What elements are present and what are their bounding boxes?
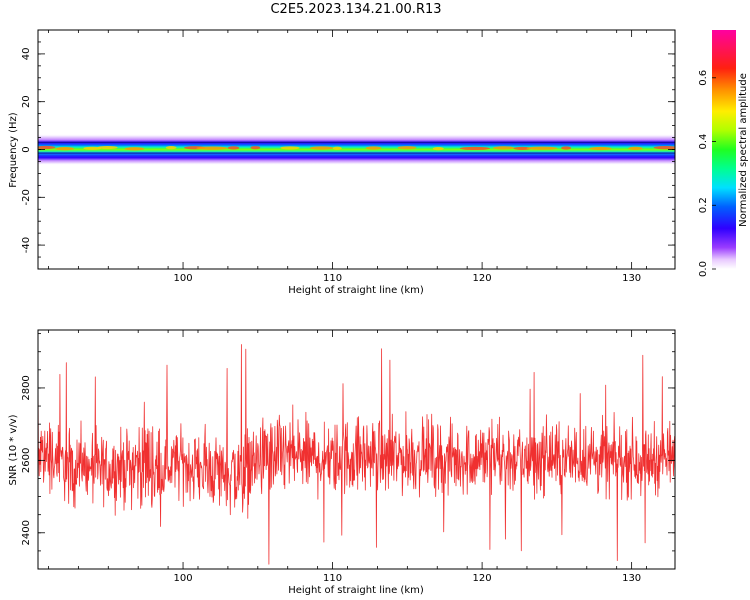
y-tick-label: 2400	[21, 520, 32, 545]
spectral-peak	[38, 145, 56, 150]
spectrogram-panel: 100 110 120 130 40 20 0 -20 -40 Height of strai…	[8, 29, 676, 296]
spectral-peak	[432, 147, 444, 151]
x-tick-label: 130	[622, 573, 641, 584]
spectral-peak	[97, 145, 118, 150]
spectral-peak	[561, 146, 572, 150]
spectral-peak	[332, 146, 342, 150]
spectrogram-y-axis-label: Frequency (Hz)	[8, 112, 19, 188]
y-tick-label: 20	[21, 95, 32, 108]
spectral-peak	[628, 146, 643, 150]
colorbar: 0.0 0.2 0.4 0.6 Normalized spectral amplitu…	[698, 30, 749, 277]
spectral-peak	[165, 145, 177, 150]
spectral-peak	[83, 146, 102, 150]
snr-x-axis-label: Height of straight line (km)	[288, 585, 424, 596]
spectral-peak	[653, 146, 675, 150]
spectral-peak	[124, 147, 145, 151]
spectral-peak	[55, 147, 75, 151]
spectral-band	[38, 133, 675, 166]
colorbar-ticks: 0.0 0.2 0.4 0.6	[698, 70, 716, 277]
snr-panel: 100 110 120 130 2400 2600 2800 Height of stra…	[8, 329, 676, 596]
snr-x-ticks: 100 110 120 130	[48, 330, 647, 584]
y-tick-label: 2800	[21, 375, 32, 400]
figure-title: C2E5.2023.134.21.00.R13	[270, 2, 442, 17]
x-tick-label: 130	[622, 273, 641, 284]
spectrogram-x-ticks: 100 110 120 130	[48, 30, 647, 284]
x-tick-label: 110	[323, 573, 342, 584]
x-tick-label: 100	[173, 273, 192, 284]
spectral-peak	[589, 146, 612, 151]
snr-y-ticks: 2400 2600 2800	[21, 333, 675, 570]
colorbar-tick-label: 0.2	[698, 197, 709, 213]
colorbar-gradient	[712, 30, 736, 269]
spectral-peak	[250, 146, 261, 150]
spectral-peak	[526, 146, 558, 150]
spectral-peak	[459, 146, 491, 151]
spectrogram-y-ticks: 40 20 0 -20 -40	[21, 29, 675, 270]
colorbar-tick-label: 0.0	[698, 261, 709, 277]
y-tick-label: -20	[21, 189, 32, 205]
snr-frame	[37, 329, 676, 570]
spectral-peak	[280, 146, 300, 150]
spectrogram-x-axis-label: Height of straight line (km)	[288, 285, 424, 296]
x-tick-label: 120	[473, 573, 492, 584]
y-tick-label: 0	[21, 146, 32, 152]
spectral-peak	[227, 146, 240, 150]
colorbar-tick-label: 0.6	[698, 70, 709, 86]
spectral-peak	[309, 146, 334, 150]
colorbar-label: Normalized spectral amplitude	[738, 73, 749, 227]
spectral-band-peaks	[38, 141, 675, 154]
y-tick-label: 40	[21, 48, 32, 61]
x-tick-label: 120	[473, 273, 492, 284]
spectral-peak	[365, 146, 382, 150]
y-tick-label: -40	[21, 237, 32, 253]
snr-series-line	[38, 344, 675, 565]
spectral-peak	[397, 146, 417, 150]
x-tick-label: 100	[173, 573, 192, 584]
x-tick-label: 110	[323, 273, 342, 284]
y-tick-label: 2600	[21, 448, 32, 473]
spectral-peak	[493, 146, 515, 150]
colorbar-tick-label: 0.4	[698, 134, 709, 150]
snr-y-axis-label: SNR (10 * v/v)	[8, 414, 19, 485]
spectral-peak	[196, 146, 228, 150]
spectral-peak	[513, 146, 531, 151]
